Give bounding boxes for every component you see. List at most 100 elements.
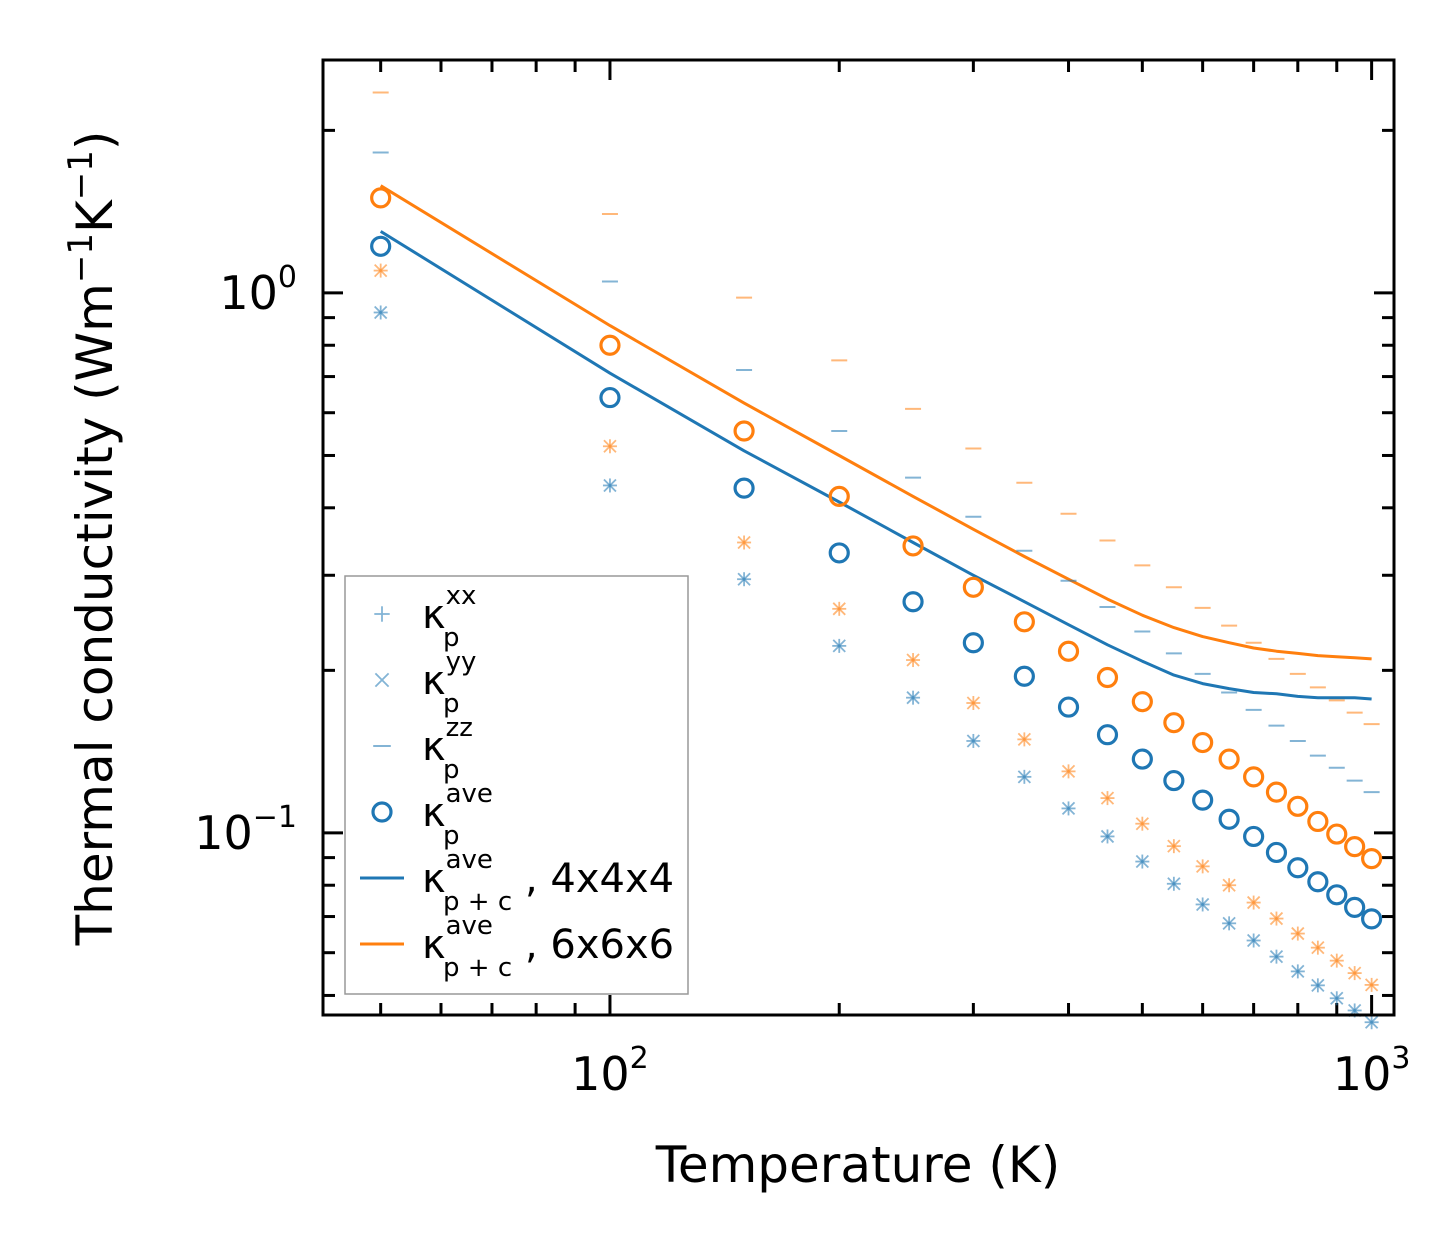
data-point-kave_4x4x4 (1243, 825, 1265, 848)
data-point-kave_6x6x6 (1307, 810, 1329, 833)
data-point-kave_6x6x6 (1131, 691, 1153, 713)
data-point-kave_6x6x6 (1344, 836, 1366, 858)
data-point-kyy_4x4x4 (1364, 1015, 1379, 1029)
y-axis-title-main: Thermal conductivity (Wm (66, 283, 124, 946)
legend-label: κave p + c, 4x4x4 (422, 845, 674, 917)
data-point-kyy_4x4x4 (1291, 964, 1305, 979)
tick-labels: 102 103 100 10−1 (194, 260, 1410, 1101)
data-point-kyy_4x4x4 (1269, 949, 1284, 964)
y-axis-title-mid: K (66, 199, 124, 233)
data-point-kave_6x6x6 (733, 420, 755, 442)
data-point-kyy_6x6x6 (1196, 859, 1210, 874)
data-point-kave_4x4x4 (1265, 841, 1288, 864)
data-point-kave_6x6x6 (1287, 795, 1309, 817)
data-point-kave_4x4x4 (1307, 871, 1329, 893)
data-point-kyy_6x6x6 (1364, 978, 1379, 992)
data-point-kyy_4x4x4 (1330, 991, 1344, 1005)
data-point-kyy_6x6x6 (906, 653, 920, 667)
data-point-kave_6x6x6 (828, 485, 850, 507)
data-point-kyy_6x6x6 (1222, 878, 1236, 892)
data-point-kyy_6x6x6 (1017, 732, 1031, 747)
data-point-kave_6x6x6 (1218, 748, 1240, 770)
y-axis-title-end: ) (66, 131, 124, 151)
data-point-kyy_4x4x4 (832, 639, 846, 653)
data-point-kave_6x6x6 (1192, 731, 1214, 754)
data-point-kave_4x4x4 (1013, 665, 1035, 687)
y-axis-title-exp1: −1 (61, 233, 101, 283)
data-point-kyy_4x4x4 (1100, 829, 1115, 844)
y-axis-title-exp2: −1 (61, 150, 101, 200)
legend-entry: κxx p (374, 581, 476, 653)
data-point-kyy_4x4x4 (603, 478, 617, 493)
data-point-kave_4x4x4 (1326, 884, 1348, 906)
data-point-kave_6x6x6 (1057, 640, 1080, 662)
data-point-kave_4x4x4 (1287, 857, 1309, 879)
data-point-kave_4x4x4 (828, 542, 850, 564)
data-point-kyy_4x4x4 (737, 572, 751, 586)
data-point-kave_4x4x4 (733, 477, 755, 499)
series-line-kpc_ave_4x4x4 (379, 230, 1372, 701)
legend-marker-x (374, 672, 390, 688)
y-tick-label: 10−1 (194, 800, 297, 860)
legend-marker-circle (371, 801, 393, 823)
data-point-kyy_6x6x6 (1247, 895, 1261, 910)
data-point-kyy_4x4x4 (1222, 916, 1236, 930)
data-point-kave_4x4x4 (1361, 908, 1383, 930)
data-point-kyy_4x4x4 (966, 734, 980, 748)
data-point-kave_6x6x6 (1265, 781, 1288, 803)
data-point-kave_4x4x4 (1096, 724, 1119, 746)
plot-frame (321, 58, 1396, 1017)
legend-marker-plus (374, 606, 390, 622)
data-point-kyy_6x6x6 (1330, 954, 1344, 968)
series-line-kpc_ave_6x6x6 (379, 184, 1372, 661)
data-point-kave_4x4x4 (599, 386, 621, 409)
data-point-kyy_6x6x6 (737, 535, 751, 550)
data-point-kave_6x6x6 (599, 334, 621, 356)
x-axis-title: Temperature (K) (655, 1136, 1060, 1194)
data-point-kave_4x4x4 (1057, 696, 1080, 718)
data-point-kyy_4x4x4 (1017, 770, 1031, 784)
data-point-kyy_6x6x6 (832, 602, 846, 616)
data-point-kyy_6x6x6 (1100, 791, 1115, 805)
x-tick-label: 102 (571, 1041, 649, 1101)
data-point-kave_6x6x6 (1361, 848, 1383, 870)
data-point-kyy_6x6x6 (603, 439, 617, 453)
data-point-kave_4x4x4 (1131, 748, 1153, 770)
data-point-kave_4x4x4 (962, 632, 984, 654)
legend-label: κave p + c, 6x6x6 (422, 911, 674, 983)
x-tick-label: 103 (1333, 1041, 1411, 1101)
data-point-kyy_4x4x4 (1135, 854, 1149, 869)
data-point-kave_6x6x6 (1326, 823, 1348, 845)
data-point-kave_6x6x6 (1013, 611, 1035, 633)
data-point-kyy_6x6x6 (1291, 926, 1305, 941)
legend-label: κyy p (422, 647, 476, 719)
legend-entry: κyy p (374, 647, 476, 719)
data-point-kyy_4x4x4 (906, 691, 920, 705)
data-point-kave_6x6x6 (1243, 766, 1265, 788)
data-point-kave_6x6x6 (370, 187, 392, 209)
data-point-kave_6x6x6 (1096, 666, 1119, 689)
data-point-kave_4x4x4 (1218, 808, 1240, 830)
major-ticks (323, 60, 1394, 1015)
data-point-kave_6x6x6 (1163, 712, 1185, 734)
data-point-kave_4x4x4 (1344, 896, 1366, 918)
data-point-kyy_6x6x6 (374, 263, 388, 278)
data-point-kyy_6x6x6 (1311, 941, 1325, 955)
data-point-kyy_4x4x4 (1311, 978, 1325, 992)
legend-label: κxx p (422, 581, 476, 653)
data-point-kyy_4x4x4 (1061, 801, 1076, 816)
data-point-kyy_6x6x6 (1167, 839, 1181, 853)
y-tick-label: 100 (219, 260, 297, 320)
markers (370, 91, 1383, 1030)
data-point-kyy_4x4x4 (1196, 897, 1210, 912)
legend-label: κzz p (422, 713, 473, 785)
data-point-kyy_6x6x6 (1269, 911, 1284, 926)
curves (379, 184, 1372, 701)
legend-entry: κave p (371, 779, 493, 851)
data-point-kave_4x4x4 (1163, 769, 1185, 792)
data-point-kave_4x4x4 (1192, 789, 1214, 811)
